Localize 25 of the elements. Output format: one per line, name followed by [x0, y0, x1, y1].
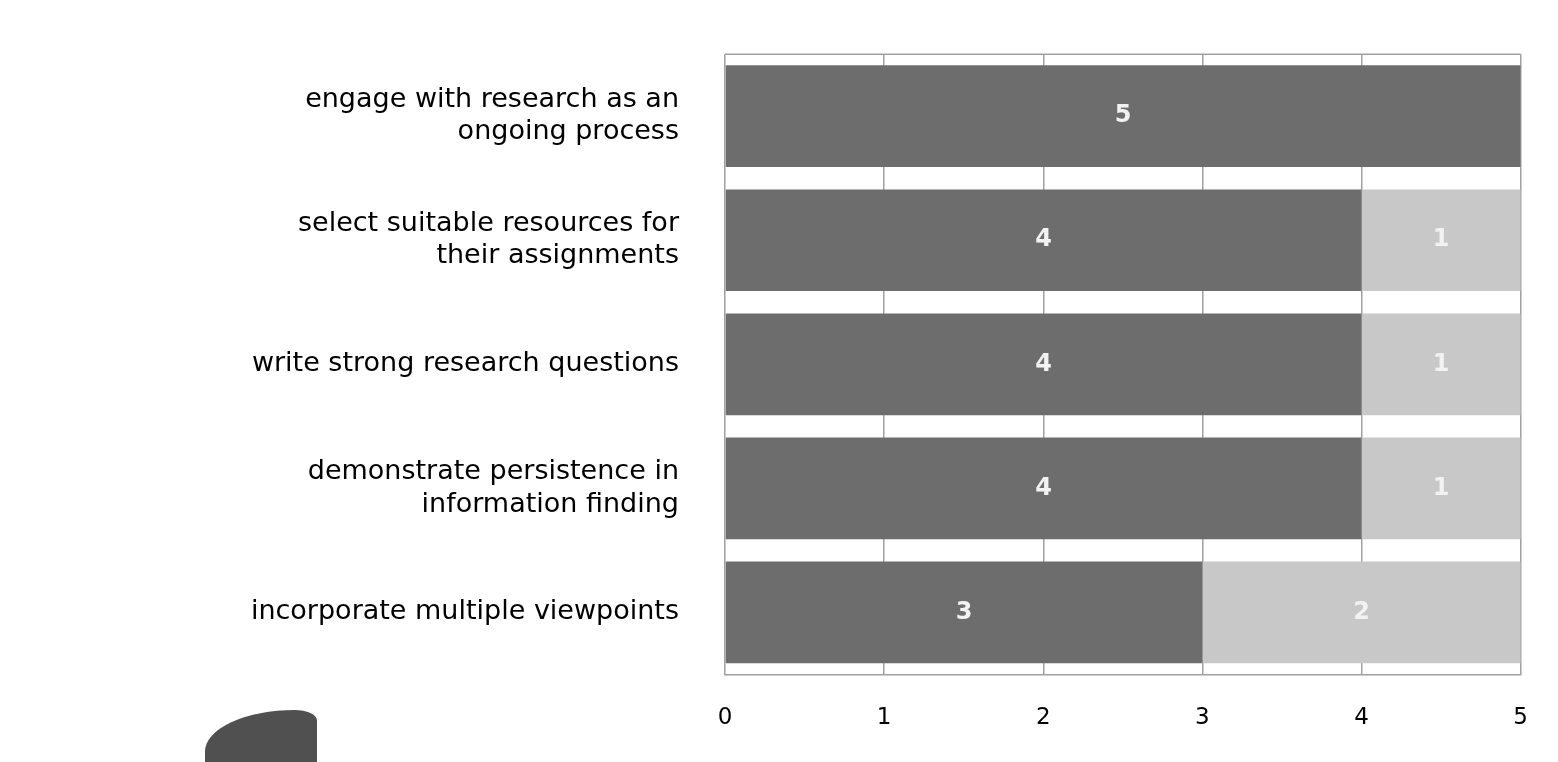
data-label: 4	[1035, 472, 1052, 501]
x-tick-label: 1	[876, 703, 892, 730]
bar	[1202, 561, 1521, 664]
data-label: 4	[1035, 224, 1052, 253]
data-label: 4	[1035, 348, 1052, 377]
x-tick-label: 3	[1195, 703, 1210, 730]
bar	[1361, 189, 1521, 292]
bar	[725, 189, 1362, 292]
x-tick-label: 4	[1354, 703, 1369, 730]
x-tick-label: 0	[717, 703, 733, 730]
y-tick-label: demonstrate persistence in information finding	[307, 454, 679, 518]
y-tick-label: engage with research as an ongoing process	[305, 82, 679, 146]
data-label: 3	[955, 596, 973, 625]
y-tick-label: incorporate multiple viewpoints	[250, 594, 679, 626]
y-tick-label: write strong research questions	[251, 346, 679, 378]
x-tick-label: 2	[1035, 703, 1051, 730]
bar	[725, 437, 1362, 540]
bar	[725, 65, 1521, 168]
y-tick-label: select suitable resources for their assignments	[297, 206, 680, 270]
bar	[725, 561, 1203, 664]
bar	[725, 313, 1362, 416]
bar	[1361, 313, 1521, 416]
x-tick-label: 5	[1513, 703, 1528, 730]
data-label: 5	[1114, 100, 1132, 129]
bar	[1361, 437, 1521, 540]
